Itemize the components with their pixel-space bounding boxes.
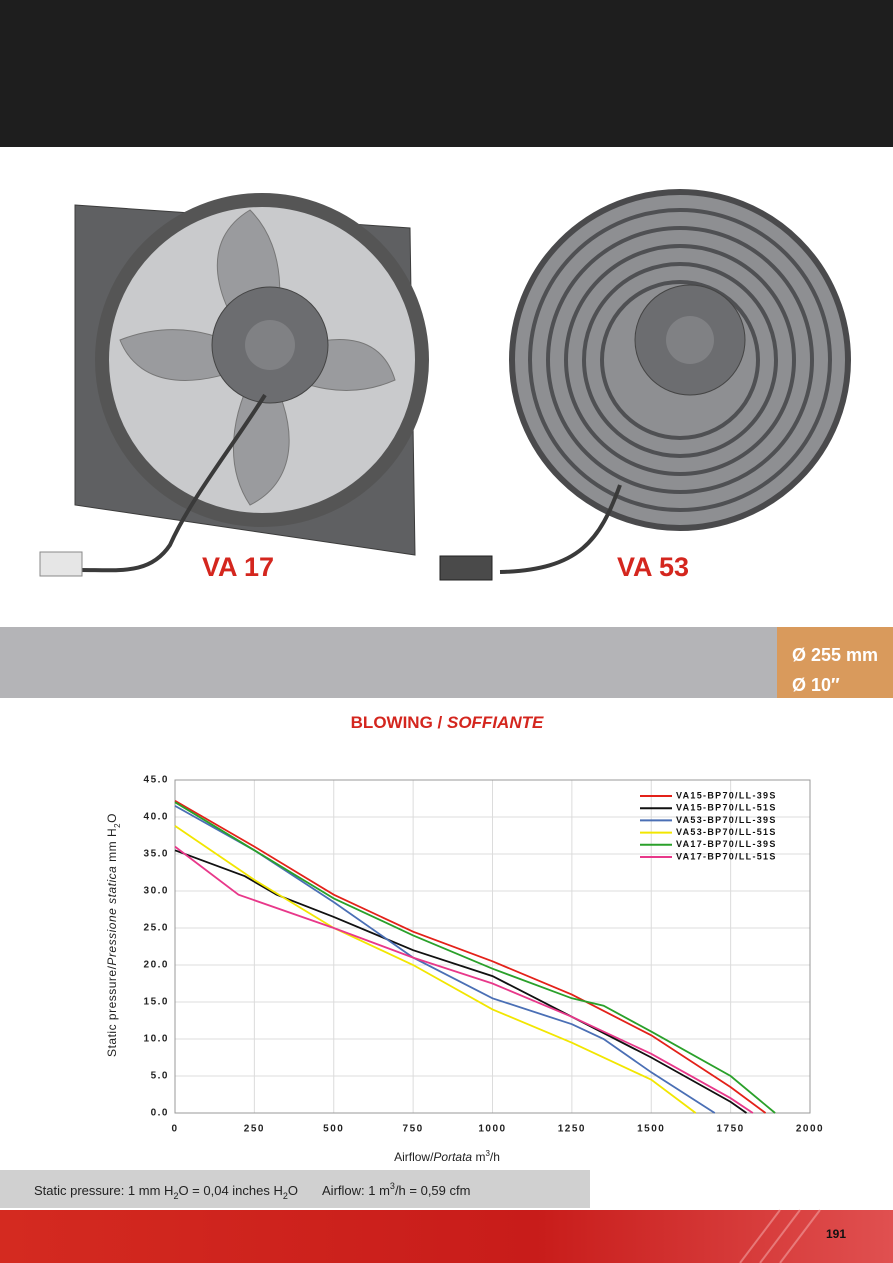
legend-label: VA17-BP70/LL-39S: [676, 839, 777, 849]
fan-va17: [39, 193, 429, 577]
series-line: [174, 849, 748, 1114]
legend-label: VA53-BP70/LL-51S: [676, 827, 777, 837]
size-band: [0, 627, 893, 698]
y-tick-label: 25.0: [144, 923, 169, 934]
y-tick-label: 0.0: [151, 1108, 169, 1119]
legend-label: VA15-BP70/LL-39S: [676, 790, 777, 800]
note-part: Static pressure: 1 mm H: [34, 1183, 173, 1198]
note-part: /h = 0,59 cfm: [395, 1183, 471, 1198]
plot-frame: [174, 779, 811, 1114]
chart: 0.0 5.0 10.0 15.0 20.0 25.0 30.0 35.0 40.0 45.0 0 2…: [144, 775, 824, 1135]
footer-note: Static pressure: 1 mm H2O = 0,04 inches …: [34, 1181, 470, 1201]
legend-label: VA15-BP70/LL-51S: [676, 803, 777, 813]
x-axis-label: Airflow/Portata m3/h: [394, 1149, 500, 1165]
y-tick-label: 35.0: [144, 849, 169, 860]
x-tick-label: 2000: [796, 1124, 824, 1135]
label-part: Static pressure/: [105, 965, 119, 1057]
y-tick-label: 30.0: [144, 886, 169, 897]
label-part: Airflow/: [394, 1150, 434, 1164]
note-part: Airflow: 1 m: [322, 1183, 390, 1198]
title-part: BLOWING /: [351, 713, 447, 732]
x-tick-label: 1500: [637, 1124, 665, 1135]
note-part: 2: [283, 1191, 288, 1201]
y-tick-label: 20.0: [144, 960, 169, 971]
label-part: /h: [490, 1150, 500, 1164]
footer-box: [0, 1170, 590, 1208]
size-mm: Ø 255 mm: [792, 645, 878, 665]
y-tick-label: 40.0: [144, 812, 169, 823]
label-part: 2: [113, 823, 122, 828]
x-tick-label: 1000: [478, 1124, 506, 1135]
note-part: O = 0,04 inches H: [178, 1183, 282, 1198]
series-line: [174, 805, 716, 1114]
note-part: 2: [173, 1191, 178, 1201]
x-tick-label: 1250: [558, 1124, 586, 1135]
legend-label: VA17-BP70/LL-51S: [676, 851, 777, 861]
title-part: SOFFIANTE: [447, 713, 544, 732]
band-stripes: [739, 1209, 821, 1263]
note-part: 3: [390, 1181, 395, 1191]
x-tick-label: 0: [171, 1124, 178, 1135]
label-part: mm H: [105, 828, 119, 866]
legend-label: VA53-BP70/LL-39S: [676, 815, 777, 825]
y-tick-label: 45.0: [144, 775, 169, 786]
chart-title: BLOWING / SOFFIANTE: [351, 713, 544, 732]
y-tick-label: 5.0: [151, 1071, 169, 1082]
x-tick-label: 750: [403, 1124, 424, 1135]
product-label: VA 53: [617, 552, 689, 582]
note-part: O: [288, 1183, 298, 1198]
label-part: Pressione statica: [105, 866, 119, 966]
page-number: 191: [826, 1227, 846, 1241]
label-part: m: [472, 1150, 485, 1164]
y-axis-label: Static pressure/Pressione statica mm H2O: [105, 813, 121, 1057]
x-tick-label: 1750: [717, 1124, 745, 1135]
product-label: VA 17: [202, 552, 274, 582]
series-line: [174, 825, 697, 1114]
fan-va53: [439, 189, 851, 581]
series-line: [174, 845, 754, 1114]
x-tick-label: 500: [323, 1124, 344, 1135]
label-part: O: [105, 813, 119, 823]
series-line: [174, 799, 767, 1114]
label-part: Portata: [433, 1150, 472, 1164]
size-inch: Ø 10″: [792, 675, 840, 695]
x-tick-label: 250: [244, 1124, 265, 1135]
header-band: [0, 0, 893, 147]
size-box: [777, 627, 893, 698]
bottom-band: [0, 1210, 893, 1263]
y-tick-label: 10.0: [144, 1034, 169, 1045]
y-tick-label: 15.0: [144, 997, 169, 1008]
series-line: [174, 801, 776, 1114]
label-part: 3: [485, 1149, 490, 1158]
